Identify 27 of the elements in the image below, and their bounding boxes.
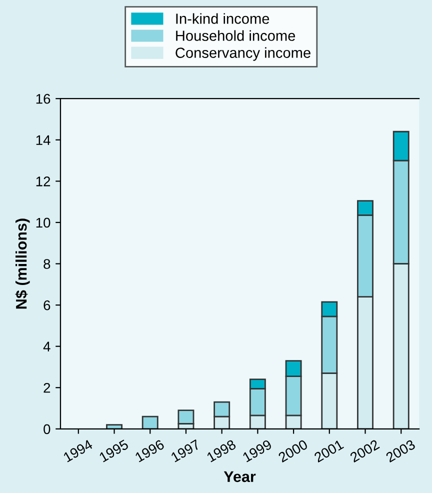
y-tick-label: 14 bbox=[36, 135, 50, 145]
y-tick-label: 16 bbox=[36, 94, 50, 104]
y-tick-label: 0 bbox=[44, 424, 50, 434]
y-tick-label: 4 bbox=[43, 342, 50, 352]
y-tick-label: 2 bbox=[44, 382, 50, 393]
y-tick-label: 6 bbox=[44, 300, 50, 310]
x-tick-label: 2002 bbox=[349, 439, 380, 463]
x-axis-title: Year bbox=[224, 471, 256, 482]
bar bbox=[178, 410, 194, 424]
y-tick-label: 10 bbox=[36, 218, 50, 228]
x-tick-label: 1997 bbox=[170, 439, 201, 462]
y-tick-label: 12 bbox=[36, 176, 50, 186]
x-tick-label: 1999 bbox=[242, 439, 272, 462]
bar bbox=[106, 424, 122, 429]
x-tick-label: 1995 bbox=[98, 439, 130, 462]
legend-label: Conservancy income bbox=[176, 47, 310, 61]
bar bbox=[142, 416, 158, 429]
legend-label: Household income bbox=[176, 30, 296, 41]
x-tick-label: 2000 bbox=[278, 439, 308, 463]
x-tick-label: 1996 bbox=[134, 439, 165, 462]
x-tick-label: 2003 bbox=[385, 439, 416, 463]
y-tick-label: 8 bbox=[44, 259, 50, 269]
x-tick-label: 1994 bbox=[62, 439, 94, 462]
x-tick-label: 1998 bbox=[206, 439, 237, 462]
x-tick-label: 2001 bbox=[314, 439, 344, 463]
y-axis-title: N$ (millions) bbox=[15, 218, 30, 309]
legend-label: In-kind income bbox=[176, 13, 270, 24]
